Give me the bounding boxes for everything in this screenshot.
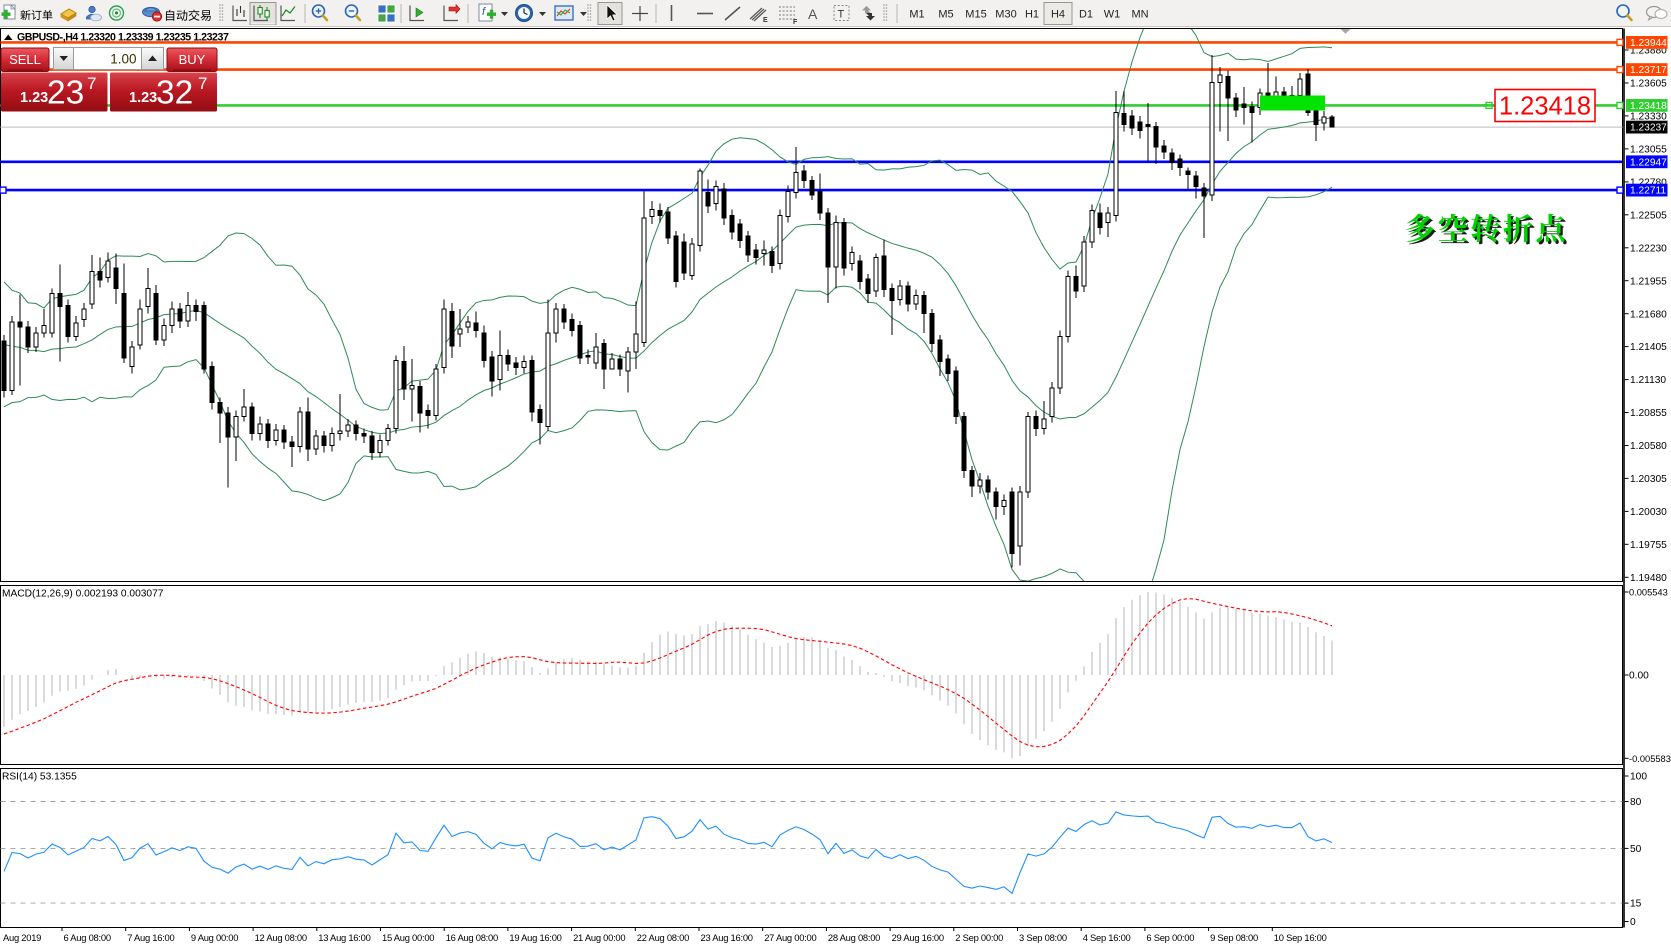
- svg-text:-0.005583: -0.005583: [1629, 754, 1671, 764]
- svg-text:1.19480: 1.19480: [1630, 573, 1667, 584]
- svg-text:9 Sep 08:00: 9 Sep 08:00: [1210, 932, 1258, 943]
- svg-text:RSI(14) 53.1355: RSI(14) 53.1355: [2, 772, 77, 783]
- svg-text:1.23330: 1.23330: [1630, 112, 1667, 123]
- svg-text:MN: MN: [1131, 9, 1148, 21]
- svg-text:7: 7: [198, 74, 207, 93]
- svg-text:W1: W1: [1104, 9, 1121, 21]
- svg-text:7: 7: [87, 74, 96, 93]
- svg-text:50: 50: [1630, 844, 1642, 855]
- svg-text:1.23055: 1.23055: [1630, 144, 1667, 155]
- svg-text:29 Aug 16:00: 29 Aug 16:00: [892, 932, 944, 943]
- svg-text:D1: D1: [1079, 9, 1093, 21]
- svg-text:1.20305: 1.20305: [1630, 474, 1667, 485]
- svg-text:T: T: [838, 9, 845, 21]
- svg-text:27 Aug 00:00: 27 Aug 00:00: [764, 932, 816, 943]
- svg-text:15 Aug 00:00: 15 Aug 00:00: [382, 932, 434, 943]
- svg-text:2 Sep 00:00: 2 Sep 00:00: [955, 932, 1003, 943]
- svg-text:M30: M30: [995, 9, 1016, 21]
- svg-text:SELL: SELL: [9, 52, 41, 67]
- svg-text:10 Sep 16:00: 10 Sep 16:00: [1274, 932, 1327, 943]
- svg-text:1.19755: 1.19755: [1630, 540, 1667, 551]
- svg-text:7 Aug 16:00: 7 Aug 16:00: [127, 932, 174, 943]
- svg-text:21 Aug 00:00: 21 Aug 00:00: [573, 932, 625, 943]
- svg-text:1.23418: 1.23418: [1630, 101, 1667, 112]
- svg-text:13 Aug 16:00: 13 Aug 16:00: [318, 932, 370, 943]
- svg-text:3 Sep 08:00: 3 Sep 08:00: [1019, 932, 1067, 943]
- svg-text:Aug 2019: Aug 2019: [3, 932, 41, 943]
- svg-text:0.00: 0.00: [1629, 671, 1649, 682]
- svg-text:M5: M5: [938, 9, 953, 21]
- svg-text:f: f: [482, 6, 486, 18]
- svg-text:1.23880: 1.23880: [1630, 46, 1667, 57]
- svg-text:H1: H1: [1025, 9, 1039, 21]
- svg-text:1.20580: 1.20580: [1630, 441, 1667, 452]
- svg-text:1.23717: 1.23717: [1630, 65, 1667, 76]
- svg-text:H4: H4: [1051, 9, 1065, 21]
- svg-text:BUY: BUY: [179, 52, 206, 67]
- svg-text:1.23944: 1.23944: [1630, 38, 1667, 49]
- svg-text:4 Sep 16:00: 4 Sep 16:00: [1083, 932, 1131, 943]
- svg-text:23 Aug 16:00: 23 Aug 16:00: [701, 932, 753, 943]
- svg-text:1.23418: 1.23418: [1499, 93, 1591, 121]
- svg-text:M15: M15: [965, 9, 986, 21]
- svg-text:1.23605: 1.23605: [1630, 79, 1667, 90]
- svg-text:100: 100: [1630, 772, 1647, 783]
- svg-text:0.005543: 0.005543: [1629, 588, 1668, 598]
- svg-text:1.22505: 1.22505: [1630, 210, 1667, 221]
- svg-text:6 Aug 08:00: 6 Aug 08:00: [64, 932, 111, 943]
- svg-text:F: F: [793, 19, 798, 26]
- svg-text:22 Aug 08:00: 22 Aug 08:00: [637, 932, 689, 943]
- svg-text:1.21955: 1.21955: [1630, 276, 1667, 287]
- svg-text:23: 23: [47, 75, 84, 112]
- svg-text:1.21680: 1.21680: [1630, 309, 1667, 320]
- svg-text:1.22947: 1.22947: [1630, 157, 1667, 168]
- svg-text:GBPUSD-,H4 1.23320 1.23339 1.: GBPUSD-,H4 1.23320 1.23339 1.23235 1.232…: [17, 32, 229, 44]
- svg-text:1.22780: 1.22780: [1630, 177, 1667, 188]
- svg-text:6 Sep 00:00: 6 Sep 00:00: [1146, 932, 1194, 943]
- svg-text:1.22230: 1.22230: [1630, 243, 1667, 254]
- svg-text:80: 80: [1630, 797, 1642, 808]
- svg-text:1.21405: 1.21405: [1630, 342, 1667, 353]
- svg-text:12 Aug 08:00: 12 Aug 08:00: [255, 932, 307, 943]
- svg-text:9 Aug 00:00: 9 Aug 00:00: [191, 932, 238, 943]
- svg-text:M1: M1: [909, 9, 924, 21]
- svg-text:MACD(12,26,9) 0.002193 0.00307: MACD(12,26,9) 0.002193 0.003077: [2, 589, 164, 600]
- svg-text:1.20030: 1.20030: [1630, 507, 1667, 518]
- svg-text:1.22711: 1.22711: [1630, 186, 1666, 197]
- svg-text:16 Aug 08:00: 16 Aug 08:00: [446, 932, 498, 943]
- svg-text:1.23: 1.23: [129, 90, 157, 106]
- svg-text:1.23237: 1.23237: [1630, 123, 1667, 134]
- svg-text:1.21130: 1.21130: [1630, 375, 1666, 386]
- svg-text:1.00: 1.00: [110, 52, 136, 67]
- svg-text:1.20855: 1.20855: [1630, 408, 1667, 419]
- svg-text:0: 0: [1630, 917, 1636, 928]
- svg-text:19 Aug 16:00: 19 Aug 16:00: [509, 932, 561, 943]
- svg-text:15: 15: [1630, 899, 1642, 910]
- svg-text:A: A: [808, 6, 818, 22]
- svg-text:E: E: [763, 17, 768, 24]
- svg-text:1.23: 1.23: [20, 90, 48, 106]
- svg-text:32: 32: [156, 75, 193, 112]
- svg-text:28 Aug 08:00: 28 Aug 08:00: [828, 932, 880, 943]
